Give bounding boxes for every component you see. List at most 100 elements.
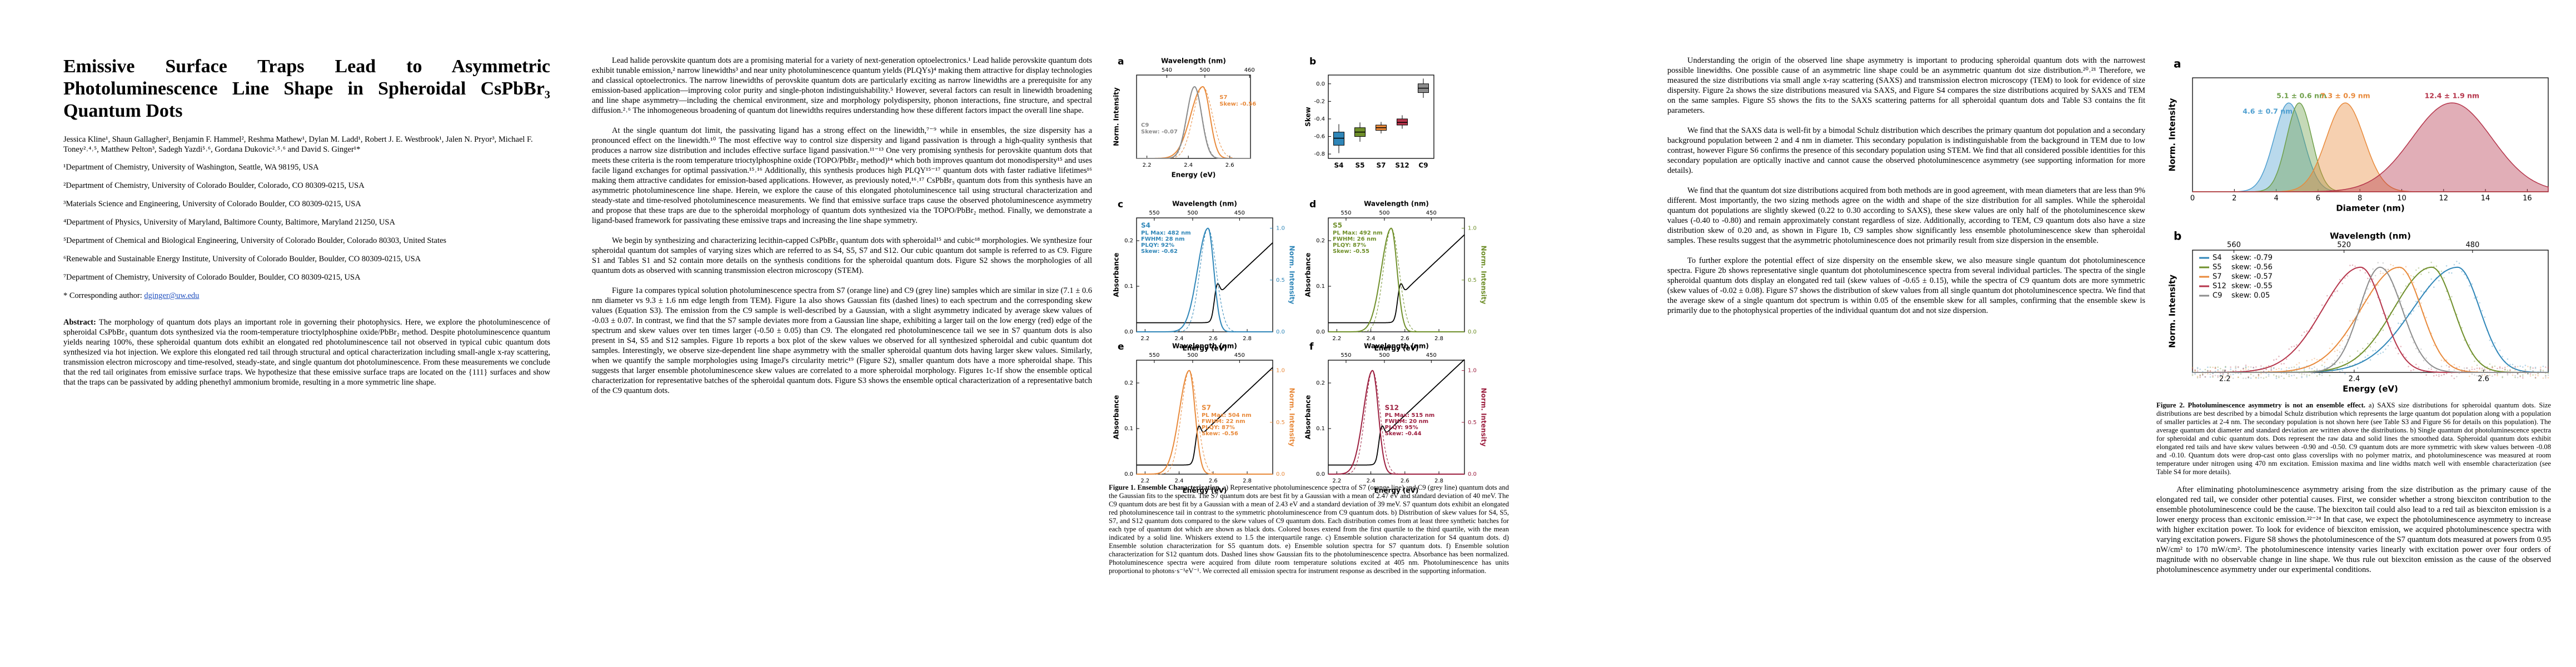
legend-label: skew: -0.55 <box>2231 282 2273 291</box>
raw-point <box>2311 372 2313 375</box>
raw-point <box>2448 272 2450 274</box>
annotation: PL Max: 515 nm <box>1385 412 1435 419</box>
raw-point <box>2311 368 2313 370</box>
distribution-label: 4.6 ± 0.7 nm <box>2243 107 2293 116</box>
raw-point <box>2519 375 2522 377</box>
raw-point <box>2542 371 2544 373</box>
top-axis-label: Wavelength (nm) <box>1364 342 1429 350</box>
raw-point <box>2227 371 2229 373</box>
raw-point <box>2225 366 2226 367</box>
annotation: PLQY: 87% <box>1202 425 1235 431</box>
email-link[interactable]: dginger@uw.edu <box>144 291 200 300</box>
raw-point <box>2489 370 2491 371</box>
raw-point <box>2230 376 2231 378</box>
raw-point <box>2369 294 2371 296</box>
distribution-label: 7.3 ± 0.9 nm <box>2320 92 2370 100</box>
raw-point <box>2497 375 2498 376</box>
y-tick-label: 0.1 <box>1124 283 1133 290</box>
raw-point <box>2440 365 2443 367</box>
raw-point <box>2484 316 2486 318</box>
raw-point <box>2217 369 2219 371</box>
y2-axis-label: Norm. Intensity <box>1480 246 1488 305</box>
raw-point <box>2283 371 2285 373</box>
raw-point <box>2240 372 2242 374</box>
raw-point <box>2321 372 2323 374</box>
box <box>1418 83 1429 93</box>
raw-point <box>2466 367 2468 369</box>
raw-point <box>2354 319 2356 321</box>
y-tick-label: 1.0 <box>1468 368 1477 374</box>
raw-point <box>2451 375 2453 377</box>
top-axis-label: Wavelength (nm) <box>1161 57 1226 65</box>
raw-point <box>2537 371 2539 374</box>
raw-point <box>2258 374 2260 375</box>
legend-label: S4 <box>2213 254 2222 262</box>
raw-point <box>2456 261 2458 262</box>
raw-point <box>2461 371 2463 373</box>
raw-point <box>2502 376 2504 379</box>
raw-point <box>2248 376 2249 379</box>
raw-point <box>2458 321 2460 323</box>
raw-point <box>2398 322 2399 324</box>
y-axis-label: Absorbance <box>1113 253 1120 297</box>
raw-point <box>2339 362 2341 364</box>
annotation: PL Max: 504 nm <box>1202 412 1252 419</box>
raw-point <box>2532 367 2534 369</box>
raw-point <box>2494 342 2496 344</box>
raw-point <box>2196 375 2199 377</box>
top-tick-label: 500 <box>1187 210 1198 216</box>
panel-label: d <box>1309 199 1316 210</box>
raw-point <box>2519 376 2522 377</box>
corresponding-author: * Corresponding author: dginger@uw.edu <box>63 291 550 301</box>
annotation: Skew: -0.56 <box>1202 431 1238 437</box>
raw-point <box>2334 350 2336 352</box>
raw-point <box>2341 340 2344 342</box>
raw-point <box>2405 266 2407 268</box>
raw-point <box>2512 364 2514 366</box>
y-axis-label: Absorbance <box>1304 395 1312 440</box>
raw-point <box>2534 377 2537 379</box>
raw-point <box>2492 366 2493 369</box>
pl-curve <box>2193 266 2548 373</box>
x-tick-label: 2.4 <box>1184 162 1193 168</box>
legend-label: skew: 0.05 <box>2231 292 2270 300</box>
raw-point <box>2273 374 2275 376</box>
raw-point <box>2420 371 2422 374</box>
raw-point <box>2296 344 2298 346</box>
raw-point <box>2469 370 2470 372</box>
annotation: FWHM: 28 nm <box>1141 236 1185 242</box>
raw-point <box>2298 372 2300 374</box>
raw-point <box>2278 376 2280 379</box>
raw-point <box>2232 371 2234 372</box>
raw-point <box>2529 367 2532 369</box>
series-annotation: Skew: -0.56 <box>1219 101 1256 107</box>
raw-point <box>2334 291 2336 292</box>
raw-point <box>2329 375 2331 376</box>
raw-point <box>2547 377 2549 379</box>
annotation: FWHM: 26 nm <box>1333 236 1377 242</box>
raw-point <box>2471 353 2473 355</box>
raw-point <box>2209 374 2211 375</box>
raw-point <box>2435 345 2438 347</box>
raw-point <box>2471 369 2473 370</box>
raw-point <box>2545 375 2547 376</box>
x-tick-label: 2.6 <box>1209 336 1218 342</box>
raw-point <box>2273 367 2275 369</box>
raw-point <box>2408 366 2409 367</box>
raw-point <box>2374 350 2376 351</box>
raw-point <box>2428 367 2430 370</box>
raw-point <box>2456 371 2458 374</box>
pl-curve <box>1328 227 1464 332</box>
raw-point <box>2377 334 2379 336</box>
raw-point <box>2255 369 2257 371</box>
raw-point <box>2238 376 2239 379</box>
raw-point <box>2298 362 2300 364</box>
raw-point <box>2270 369 2272 371</box>
top-tick-label: 540 <box>1162 67 1172 73</box>
title-column: Emissive Surface Traps Lead to Asymmetri… <box>63 56 550 397</box>
raw-point <box>2461 271 2463 273</box>
y-axis-label: Skew <box>1304 107 1312 127</box>
gaussian-fit <box>1328 228 1464 332</box>
raw-point <box>2382 272 2384 275</box>
raw-point <box>2428 271 2430 273</box>
